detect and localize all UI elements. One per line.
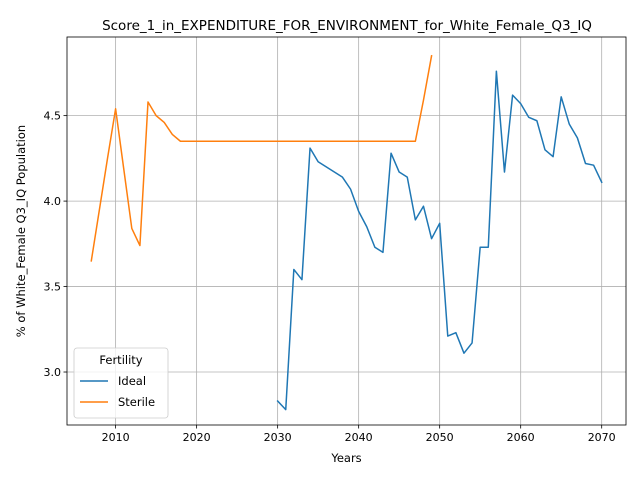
- x-tick-label: 2010: [102, 431, 130, 444]
- plot-frame: [66, 36, 627, 426]
- x-axis-label: Years: [330, 451, 361, 465]
- legend-box: [73, 347, 169, 419]
- y-tick-label: 4.0: [44, 195, 62, 208]
- y-tick-label: 3.5: [44, 281, 62, 294]
- x-tick-label: 2060: [507, 431, 535, 444]
- legend-label-sterile: Sterile: [118, 395, 155, 409]
- x-tick-label: 2070: [588, 431, 616, 444]
- y-tick-label: 3.0: [44, 366, 62, 379]
- y-tick-label: 4.5: [44, 110, 62, 123]
- series-lines: [90, 54, 603, 411]
- x-tick-label: 2020: [183, 431, 211, 444]
- x-axis-ticks: 2010 2020 2030 2040 2050 2060 2070: [102, 425, 616, 444]
- legend-title: Fertility: [99, 353, 142, 367]
- legend-label-ideal: Ideal: [118, 374, 146, 388]
- x-tick-label: 2030: [264, 431, 292, 444]
- series-line-sterile: [90, 54, 433, 262]
- legend: Fertility Ideal Sterile: [73, 347, 169, 419]
- chart-title: Score_1_in_EXPENDITURE_FOR_ENVIRONMENT_f…: [102, 18, 592, 34]
- y-axis-label: % of White_Female Q3_IQ Population: [14, 125, 28, 337]
- series-line-ideal: [276, 70, 603, 411]
- y-axis-ticks: 3.0 3.5 4.0 4.5: [44, 110, 67, 379]
- x-tick-label: 2050: [426, 431, 454, 444]
- x-tick-label: 2040: [345, 431, 373, 444]
